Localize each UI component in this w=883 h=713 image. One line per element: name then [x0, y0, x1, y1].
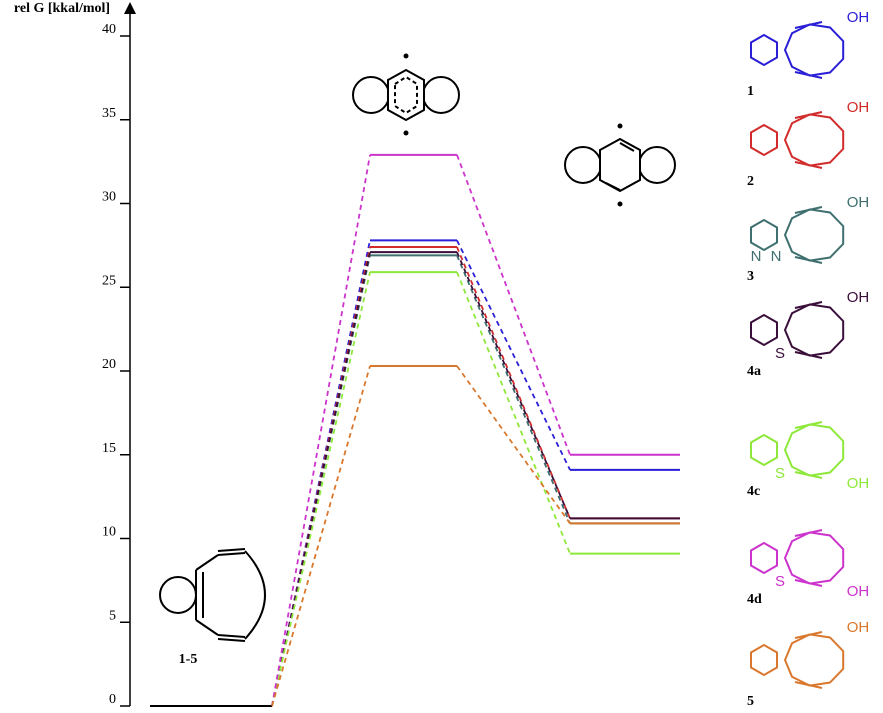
- alkyne: [794, 161, 823, 169]
- macrocycle: [783, 208, 845, 262]
- alkyne: [794, 111, 823, 119]
- connector: [271, 271, 371, 707]
- compound-label: 4c: [747, 484, 760, 499]
- macrocycle: [783, 23, 845, 77]
- connector: [456, 239, 571, 471]
- y-tick-label: 40: [102, 22, 116, 37]
- ts-structure: [352, 53, 460, 136]
- alkyne: [794, 579, 823, 587]
- atom-label: OH: [847, 289, 870, 306]
- benzene-ring: [750, 218, 778, 252]
- atom-label: N: [751, 248, 762, 265]
- alkyne: [794, 471, 823, 479]
- reactant-structure: [159, 548, 266, 642]
- connector: [456, 246, 571, 519]
- compound-label: 3: [747, 269, 754, 284]
- atom-label: N: [771, 248, 782, 265]
- compound-label: 2: [747, 174, 754, 189]
- connector: [456, 154, 571, 456]
- atom-label: S: [775, 573, 785, 590]
- macrocycle: [783, 113, 845, 167]
- compound-structure: [750, 21, 845, 79]
- alkyne: [794, 21, 823, 29]
- macrocycle: [783, 531, 845, 585]
- stage-label: 1-5: [179, 652, 198, 667]
- atom-label: S: [775, 465, 785, 482]
- compound-label: 4d: [747, 592, 762, 607]
- compound-structure: [750, 301, 845, 359]
- compound-label: 4a: [747, 364, 761, 379]
- alkyne: [794, 529, 823, 537]
- y-tick-label: 35: [102, 106, 116, 121]
- benzene-ring: [750, 433, 778, 467]
- alkyne: [794, 681, 823, 689]
- compound-structure: [750, 631, 845, 689]
- benzene-ring: [750, 33, 778, 67]
- alkyne: [794, 206, 823, 214]
- y-tick-label: 15: [102, 441, 116, 456]
- atom-label: OH: [847, 194, 870, 211]
- macrocycle: [783, 633, 845, 687]
- axis-arrow: [124, 2, 136, 14]
- atom-label: OH: [847, 583, 870, 600]
- compound-label: 1: [747, 84, 754, 99]
- compound-structure: [750, 421, 845, 479]
- benzene-ring: [750, 541, 778, 575]
- alkyne: [794, 256, 823, 264]
- benzene-ring: [750, 313, 778, 347]
- connector: [456, 255, 571, 524]
- y-tick-label: 10: [102, 525, 116, 540]
- connector: [456, 251, 571, 519]
- atom-label: OH: [847, 475, 870, 492]
- connector: [271, 365, 371, 707]
- y-axis-label: rel G [kkal/mol]: [14, 1, 110, 16]
- macrocycle: [783, 423, 845, 477]
- atom-label: OH: [847, 619, 870, 636]
- compound-structure: [750, 529, 845, 587]
- connector: [271, 154, 371, 707]
- benzene-ring: [750, 643, 778, 677]
- atom-label: OH: [847, 99, 870, 116]
- alkyne: [794, 301, 823, 309]
- y-tick-label: 25: [102, 273, 116, 288]
- compound-structure: [750, 111, 845, 169]
- benzene-ring: [750, 123, 778, 157]
- alkyne: [794, 351, 823, 359]
- connector: [456, 271, 571, 554]
- atom-label: S: [775, 345, 785, 362]
- y-tick-label: 30: [102, 190, 116, 205]
- macrocycle: [783, 303, 845, 357]
- product-structure: [564, 123, 676, 207]
- compound-label: 5: [747, 694, 754, 708]
- compound-structure: [750, 206, 845, 264]
- atom-label: OH: [847, 9, 870, 26]
- alkyne: [794, 421, 823, 429]
- y-tick-label: 0: [109, 692, 116, 707]
- alkyne: [794, 71, 823, 79]
- connector: [271, 251, 371, 707]
- alkyne: [794, 631, 823, 639]
- y-tick-label: 5: [109, 608, 116, 623]
- y-tick-label: 20: [102, 357, 116, 372]
